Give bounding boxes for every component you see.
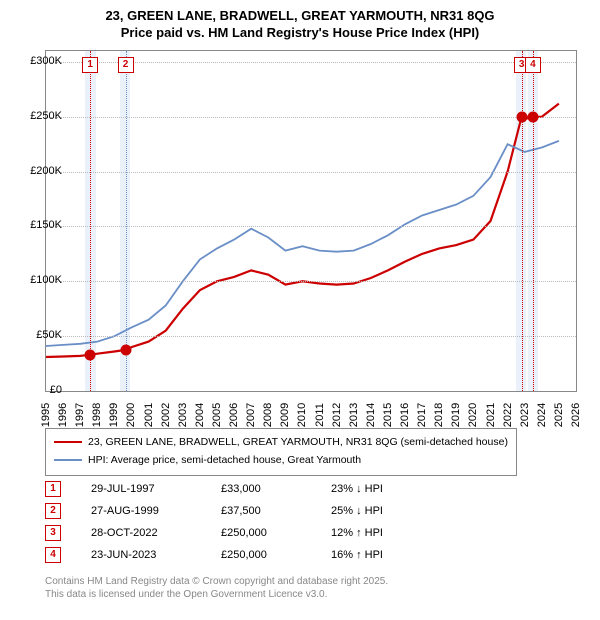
x-axis-label: 2021 <box>485 400 497 430</box>
x-axis-label: 2004 <box>194 400 206 430</box>
x-axis-label: 2001 <box>143 400 155 430</box>
x-axis-label: 2022 <box>502 400 514 430</box>
table-row: 1 29-JUL-1997£33,00023% ↓ HPI <box>45 478 451 500</box>
x-axis-label: 2006 <box>228 400 240 430</box>
x-axis-label: 1998 <box>91 400 103 430</box>
chart-container: 23, GREEN LANE, BRADWELL, GREAT YARMOUTH… <box>0 0 600 620</box>
y-axis-label: £150K <box>17 219 62 231</box>
x-axis-label: 2000 <box>125 400 137 430</box>
x-axis-label: 2007 <box>245 400 257 430</box>
y-axis-label: £50K <box>17 329 62 341</box>
price-marker-dot <box>120 344 131 355</box>
event-marker: 1 <box>82 57 98 73</box>
legend-swatch-1 <box>54 441 82 443</box>
plot-area: 1995199619971998199920002001200220032004… <box>45 50 577 392</box>
table-row: 3 28-OCT-2022£250,00012% ↑ HPI <box>45 522 451 544</box>
x-axis-label: 2013 <box>348 400 360 430</box>
x-axis-label: 2010 <box>296 400 308 430</box>
y-axis-label: £200K <box>17 165 62 177</box>
row-date: 27-AUG-1999 <box>91 505 221 517</box>
x-axis-label: 1997 <box>74 400 86 430</box>
x-axis-label: 1999 <box>108 400 120 430</box>
row-hpi: 25% ↓ HPI <box>331 505 451 517</box>
footer: Contains HM Land Registry data © Crown c… <box>45 575 388 601</box>
row-number: 2 <box>45 503 61 519</box>
legend-text-1: 23, GREEN LANE, BRADWELL, GREAT YARMOUTH… <box>88 436 508 448</box>
legend-item-1: 23, GREEN LANE, BRADWELL, GREAT YARMOUTH… <box>54 434 508 452</box>
x-axis-label: 2002 <box>160 400 172 430</box>
x-axis-label: 2026 <box>570 400 582 430</box>
chart-title: 23, GREEN LANE, BRADWELL, GREAT YARMOUTH… <box>0 0 600 42</box>
y-axis-label: £0 <box>17 384 62 396</box>
y-axis-label: £100K <box>17 274 62 286</box>
row-number: 1 <box>45 481 61 497</box>
title-line1: 23, GREEN LANE, BRADWELL, GREAT YARMOUTH… <box>105 8 494 23</box>
x-axis-label: 2016 <box>399 400 411 430</box>
x-axis-label: 2014 <box>365 400 377 430</box>
x-axis-label: 2003 <box>177 400 189 430</box>
x-axis-label: 2005 <box>211 400 223 430</box>
x-axis-label: 2017 <box>416 400 428 430</box>
x-axis-label: 2019 <box>450 400 462 430</box>
row-number: 4 <box>45 547 61 563</box>
y-axis-label: £300K <box>17 55 62 67</box>
legend-item-2: HPI: Average price, semi-detached house,… <box>54 452 508 470</box>
row-date: 23-JUN-2023 <box>91 549 221 561</box>
x-axis-label: 1995 <box>40 400 52 430</box>
row-price: £250,000 <box>221 549 331 561</box>
table-row: 2 27-AUG-1999£37,50025% ↓ HPI <box>45 500 451 522</box>
x-axis-label: 2023 <box>519 400 531 430</box>
event-marker: 4 <box>525 57 541 73</box>
x-axis-label: 2009 <box>279 400 291 430</box>
row-hpi: 12% ↑ HPI <box>331 527 451 539</box>
x-axis-label: 2012 <box>331 400 343 430</box>
row-number: 3 <box>45 525 61 541</box>
row-price: £33,000 <box>221 483 331 495</box>
x-axis-label: 2008 <box>262 400 274 430</box>
price-marker-dot <box>516 111 527 122</box>
row-hpi: 23% ↓ HPI <box>331 483 451 495</box>
events-table: 1 29-JUL-1997£33,00023% ↓ HPI 2 27-AUG-1999… <box>45 478 451 566</box>
row-hpi: 16% ↑ HPI <box>331 549 451 561</box>
row-date: 29-JUL-1997 <box>91 483 221 495</box>
footer-line2: This data is licensed under the Open Gov… <box>45 589 327 600</box>
legend-box: 23, GREEN LANE, BRADWELL, GREAT YARMOUTH… <box>45 428 517 476</box>
title-line2: Price paid vs. HM Land Registry's House … <box>121 25 480 40</box>
x-axis-label: 2018 <box>433 400 445 430</box>
x-axis-label: 2024 <box>536 400 548 430</box>
y-axis-label: £250K <box>17 110 62 122</box>
x-axis-label: 1996 <box>57 400 69 430</box>
row-date: 28-OCT-2022 <box>91 527 221 539</box>
x-axis-label: 2025 <box>553 400 565 430</box>
table-row: 4 23-JUN-2023£250,00016% ↑ HPI <box>45 544 451 566</box>
row-price: £250,000 <box>221 527 331 539</box>
legend-text-2: HPI: Average price, semi-detached house,… <box>88 454 361 466</box>
footer-line1: Contains HM Land Registry data © Crown c… <box>45 576 388 587</box>
event-marker: 2 <box>118 57 134 73</box>
price-marker-dot <box>85 349 96 360</box>
x-axis-label: 2020 <box>467 400 479 430</box>
price-marker-dot <box>527 111 538 122</box>
row-price: £37,500 <box>221 505 331 517</box>
x-axis-label: 2015 <box>382 400 394 430</box>
x-axis-label: 2011 <box>314 400 326 430</box>
legend-swatch-2 <box>54 459 82 461</box>
